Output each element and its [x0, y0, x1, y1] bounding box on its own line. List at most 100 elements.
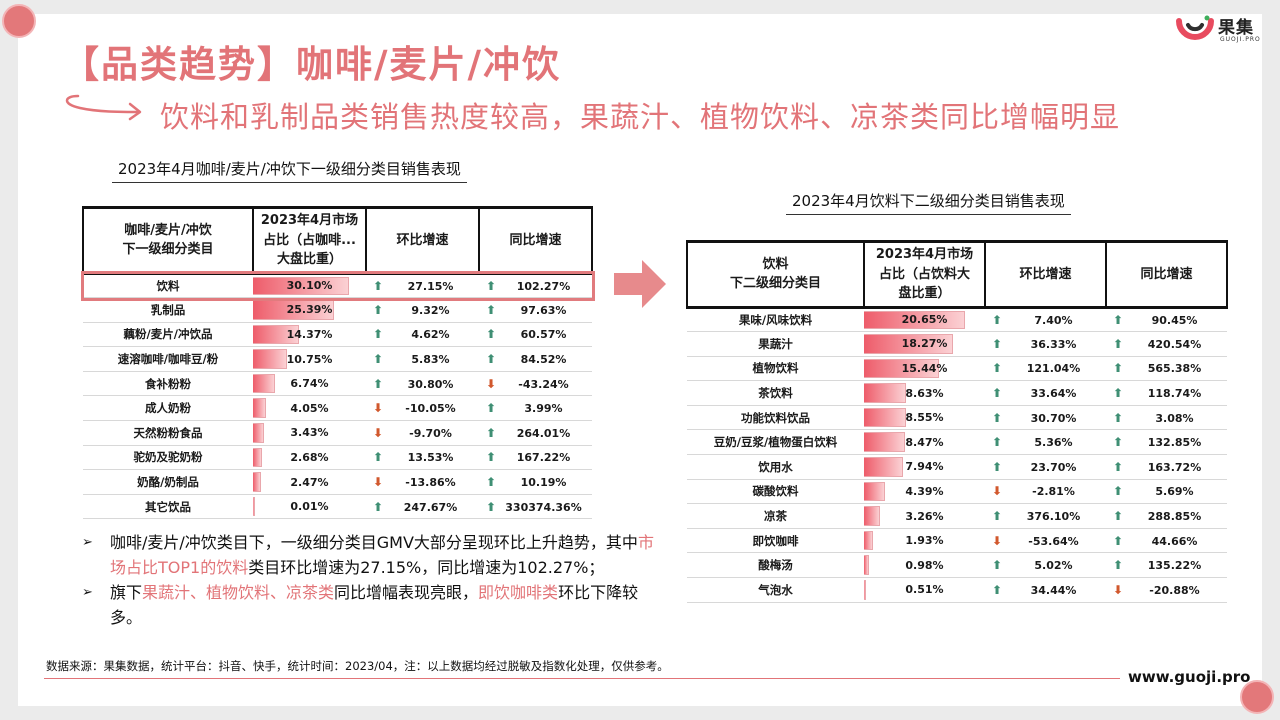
table-row: 饮料 30.10% ⬆ 27.15% ⬆ 102.27% — [83, 273, 592, 299]
growth-up-arrow-icon: ⬆ — [1112, 312, 1124, 327]
yoy-growth-cell: ⬆ 163.72% — [1106, 454, 1227, 480]
mom-growth-value: 5.02% — [1034, 559, 1073, 573]
mom-growth-value: 376.10% — [1026, 510, 1081, 524]
column-header-line: 环比增速 — [1019, 266, 1072, 282]
market-share-bar — [253, 398, 266, 419]
market-share-bar — [253, 373, 275, 394]
market-share-bar — [253, 472, 261, 492]
market-share-cell: 3.43% — [253, 420, 366, 446]
yoy-growth-value: 132.85% — [1147, 436, 1202, 450]
growth-up-arrow-icon: ⬆ — [991, 336, 1003, 351]
growth-up-arrow-icon: ⬆ — [485, 475, 497, 490]
left-table-caption: 2023年4月咖啡/麦片/冲饮下一级细分类目销售表现 — [112, 158, 467, 183]
market-share-value: 20.65% — [901, 313, 948, 327]
market-share-cell: 6.74% — [253, 371, 366, 397]
category-name: 豆奶/豆浆/植物蛋白饮料 — [687, 429, 864, 456]
growth-up-arrow-icon: ⬆ — [485, 450, 497, 465]
decline-down-arrow-icon: ⬇ — [485, 376, 497, 391]
yoy-growth-cell: ⬆ 565.38% — [1106, 356, 1227, 382]
table-row: 食补粉粉 6.74% ⬆ 30.80% ⬇ -43.24% — [83, 371, 592, 397]
bullet-marker-icon: ➢ — [82, 535, 93, 550]
market-share-value: 4.05% — [290, 401, 329, 415]
market-share-bar — [864, 481, 886, 502]
mom-growth-value: -2.81% — [1032, 485, 1075, 499]
mom-growth-value: 121.04% — [1026, 362, 1081, 376]
column-header: 饮料 下二级细分类目 — [686, 240, 865, 309]
mom-growth-cell: ⬆ 121.04% — [985, 356, 1106, 382]
market-share-cell: 3.26% — [864, 503, 985, 529]
mom-growth-value: 13.53% — [407, 451, 454, 465]
market-share-cell: 0.98% — [864, 552, 985, 579]
category-name: 果味/风味饮料 — [687, 307, 864, 333]
right-arrow-icon — [614, 260, 666, 308]
highlighted-text: 即饮咖啡类 — [478, 583, 559, 602]
column-header: 2023年4月市场 占比（占咖啡... 大盘比重） — [252, 206, 367, 275]
column-header: 同比增速 — [478, 206, 593, 275]
bullet-text: 环比下降较多。 — [110, 583, 639, 627]
category-name: 碳酸饮料 — [687, 479, 864, 505]
column-header: 环比增速 — [984, 240, 1107, 309]
category-name: 酸梅汤 — [687, 552, 864, 579]
market-share-bar — [864, 407, 906, 428]
mom-growth-value: 30.70% — [1030, 411, 1077, 425]
mom-growth-cell: ⬆ 30.70% — [985, 405, 1106, 431]
market-share-bar — [864, 555, 869, 576]
growth-up-arrow-icon: ⬆ — [372, 352, 384, 367]
mom-growth-cell: ⬆ 5.02% — [985, 552, 1106, 579]
market-share-bar — [864, 580, 867, 600]
market-share-bar — [864, 358, 940, 379]
category-name: 驼奶及驼奶粉 — [83, 445, 253, 471]
yoy-growth-value: 44.66% — [1151, 534, 1198, 548]
market-share-bar — [253, 423, 264, 443]
table-row: 其它饮品 0.01% ⬆ 247.67% ⬆ 330374.36% — [83, 494, 592, 520]
growth-up-arrow-icon: ⬆ — [372, 499, 384, 514]
mom-growth-cell: ⬆ 23.70% — [985, 454, 1106, 480]
market-share-value: 0.01% — [290, 500, 329, 514]
mom-growth-value: 247.67% — [403, 500, 458, 514]
highlighted-text: 果蔬汁、植物饮料、凉茶类 — [142, 583, 335, 602]
growth-up-arrow-icon: ⬆ — [485, 278, 497, 293]
market-share-cell: 8.63% — [864, 380, 985, 406]
yoy-growth-cell: ⬆ 135.22% — [1106, 552, 1227, 579]
yoy-growth-value: 3.08% — [1155, 411, 1194, 425]
category-name: 食补粉粉 — [83, 371, 253, 397]
yoy-growth-cell: ⬆ 10.19% — [479, 469, 592, 495]
mom-growth-value: 23.70% — [1030, 460, 1077, 474]
yoy-growth-cell: ⬆ 118.74% — [1106, 380, 1227, 406]
growth-up-arrow-icon: ⬆ — [991, 558, 1003, 573]
table-row: 驼奶及驼奶粉 2.68% ⬆ 13.53% ⬆ 167.22% — [83, 445, 592, 471]
market-share-value: 3.43% — [290, 426, 329, 440]
mom-growth-cell: ⬆ 9.32% — [366, 297, 479, 323]
category-name: 乳制品 — [83, 297, 253, 323]
yoy-growth-cell: ⬇ -20.88% — [1106, 577, 1227, 603]
column-header-line: 咖啡/麦片/冲饮 — [124, 222, 212, 238]
growth-up-arrow-icon: ⬆ — [991, 459, 1003, 474]
mom-growth-cell: ⬆ 5.83% — [366, 346, 479, 372]
logo-subtext: GUOJI.PRO — [1220, 36, 1261, 43]
yoy-growth-value: 420.54% — [1147, 337, 1202, 351]
growth-up-arrow-icon: ⬆ — [1112, 435, 1124, 450]
table-row: 气泡水 0.51% ⬆ 34.44% ⬇ -20.88% — [687, 577, 1227, 603]
mom-growth-cell: ⬆ 247.67% — [366, 494, 479, 520]
market-share-value: 3.26% — [905, 509, 944, 523]
market-share-cell: 10.75% — [253, 346, 366, 372]
table-row: 即饮咖啡 1.93% ⬇ -53.64% ⬆ 44.66% — [687, 528, 1227, 554]
yoy-growth-value: 10.19% — [520, 476, 567, 490]
yoy-growth-value: 135.22% — [1147, 559, 1202, 573]
growth-up-arrow-icon: ⬆ — [485, 352, 497, 367]
market-share-value: 30.10% — [286, 279, 333, 293]
market-share-value: 8.63% — [905, 386, 944, 400]
category-name: 天然粉粉食品 — [83, 420, 253, 446]
category-name: 即饮咖啡 — [687, 528, 864, 554]
category-name: 藕粉/麦片/冲饮品 — [83, 322, 253, 348]
yoy-growth-value: 118.74% — [1147, 387, 1202, 401]
market-share-bar — [864, 334, 954, 354]
page-subtitle: 饮料和乳制品类销售热度较高，果蔬汁、植物饮料、凉茶类同比增幅明显 — [160, 100, 1121, 134]
column-header-line: 盘比重） — [898, 286, 951, 301]
growth-up-arrow-icon: ⬆ — [485, 327, 497, 342]
curved-arrow-icon — [65, 94, 142, 121]
growth-up-arrow-icon: ⬆ — [991, 582, 1003, 597]
bullet-text: 类目环比增速为27.15%，同比增速为102.27%； — [248, 558, 605, 577]
top1-highlight-box — [81, 271, 595, 301]
column-header-line: 饮料 — [762, 256, 789, 272]
